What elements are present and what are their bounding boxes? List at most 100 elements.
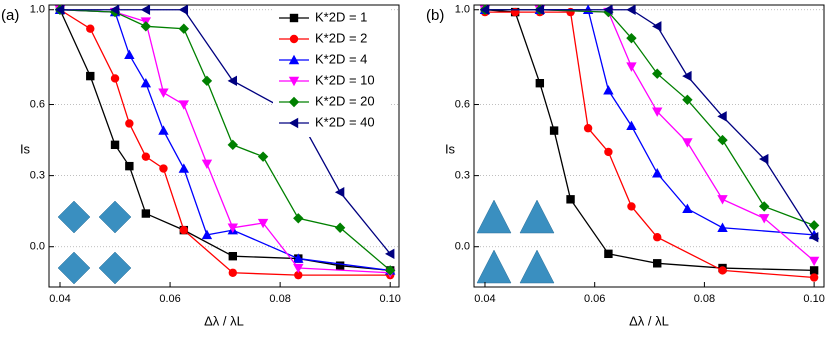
- marker: [682, 94, 693, 105]
- marker: [603, 4, 613, 15]
- legend-label: K*2D = 40: [315, 114, 375, 129]
- marker: [809, 266, 819, 275]
- insets-b: [476, 199, 555, 284]
- legend-label: K*2D = 2: [315, 30, 367, 45]
- diamond-inset: [57, 251, 91, 285]
- y-axis-label: Is: [445, 141, 456, 156]
- marker: [335, 261, 345, 270]
- y-tick-label: 0.6: [455, 98, 470, 110]
- marker: [201, 75, 213, 87]
- marker: [626, 120, 637, 131]
- marker: [604, 147, 613, 157]
- marker: [201, 229, 213, 240]
- series-line: [484, 9, 815, 236]
- marker: [178, 163, 190, 173]
- marker: [583, 124, 593, 133]
- legend-label: K*2D = 1: [315, 9, 367, 24]
- y-tick-label: 0.0: [455, 241, 470, 253]
- marker: [534, 4, 545, 15]
- marker: [140, 21, 152, 32]
- marker: [809, 273, 819, 282]
- y-tick-label: 0.6: [30, 98, 45, 110]
- legend-marker: [289, 13, 299, 23]
- panel-label: (a): [1, 7, 19, 24]
- marker: [718, 266, 727, 275]
- marker: [159, 164, 168, 173]
- x-axis-label: Δλ / λL: [629, 313, 669, 328]
- marker: [682, 138, 693, 148]
- marker: [257, 151, 269, 162]
- marker: [178, 23, 190, 34]
- x-tick-label: 0.08: [269, 293, 290, 305]
- marker: [717, 222, 728, 232]
- marker: [653, 259, 662, 268]
- marker: [626, 32, 637, 44]
- marker: [717, 195, 728, 205]
- marker: [141, 152, 151, 161]
- marker: [54, 4, 65, 15]
- marker: [179, 225, 189, 235]
- plot-frame: [473, 4, 825, 288]
- marker: [652, 168, 663, 178]
- legend-marker: [288, 96, 300, 108]
- marker: [293, 253, 304, 263]
- legend-label: K*2D = 10: [315, 72, 375, 87]
- legend-marker: [288, 117, 299, 129]
- marker: [140, 4, 151, 15]
- marker: [293, 263, 304, 274]
- marker: [603, 85, 614, 95]
- marker: [140, 78, 152, 88]
- marker: [293, 213, 304, 224]
- marker: [124, 49, 135, 59]
- triangle-inset: [519, 249, 555, 284]
- marker: [178, 4, 189, 15]
- y-tick-label: 1.0: [30, 4, 45, 16]
- marker: [201, 159, 213, 169]
- marker: [479, 4, 490, 15]
- marker: [626, 62, 637, 72]
- marker: [110, 140, 120, 150]
- y-tick-label: 0.3: [30, 170, 45, 182]
- panel-label: (b): [426, 7, 444, 24]
- diamond-inset: [98, 251, 132, 285]
- x-tick-label: 0.10: [379, 293, 400, 305]
- marker: [759, 214, 770, 224]
- marker: [125, 161, 134, 171]
- marker: [808, 232, 819, 243]
- legend-marker: [288, 76, 300, 87]
- legend-marker: [289, 34, 299, 44]
- marker: [384, 248, 395, 260]
- marker: [86, 71, 95, 81]
- marker: [604, 249, 613, 259]
- marker: [682, 203, 693, 213]
- marker: [109, 4, 120, 15]
- marker: [808, 220, 820, 231]
- marker: [652, 68, 663, 79]
- y-tick-label: 1.0: [455, 4, 470, 16]
- insets-a: [57, 200, 132, 285]
- series-line: [59, 9, 391, 272]
- marker: [227, 139, 239, 151]
- marker: [808, 256, 820, 267]
- series-line: [60, 9, 391, 255]
- marker: [652, 21, 662, 32]
- series-line: [59, 9, 391, 276]
- marker: [682, 70, 692, 82]
- marker: [158, 125, 169, 135]
- marker: [549, 126, 559, 135]
- marker: [717, 134, 728, 146]
- marker: [759, 201, 770, 212]
- marker: [86, 24, 95, 33]
- y-axis-label: Is: [20, 141, 31, 156]
- marker: [384, 265, 396, 276]
- marker: [125, 119, 134, 128]
- marker: [334, 222, 346, 233]
- marker: [227, 75, 238, 87]
- marker: [228, 268, 238, 277]
- marker: [652, 107, 663, 117]
- y-tick-label: 0.0: [30, 241, 45, 253]
- legend-label: K*2D = 20: [315, 93, 375, 108]
- marker: [178, 100, 190, 110]
